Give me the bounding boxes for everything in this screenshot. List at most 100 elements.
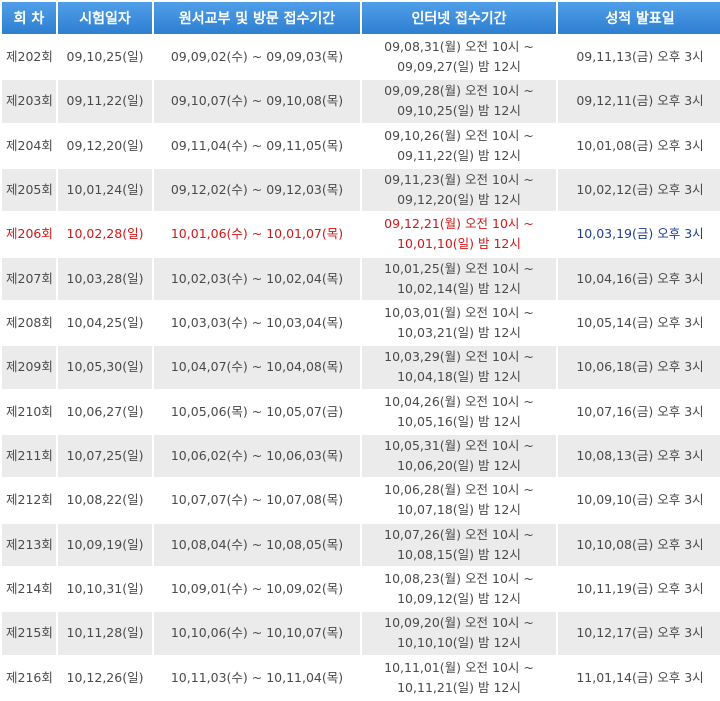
- internet-end-text: 10,08,15(일) 밤 12시: [397, 546, 521, 562]
- exam-date-cell: 09,12,20(일): [58, 124, 152, 167]
- result-date-cell: 10,01,08(금) 오후 3시: [558, 124, 720, 167]
- result-date-cell: 10,04,16(금) 오후 3시: [558, 257, 720, 300]
- visit-period-cell: 10,09,01(수) ~ 10,09,02(목): [154, 567, 360, 611]
- internet-period-cell: 09,08,31(월) 오전 10시 ~ 09,09,27(일) 밤 12시: [362, 36, 556, 79]
- internet-start-text: 10,03,29(월) 오전 10시 ~: [384, 349, 534, 365]
- header-visit-period: 원서교부 및 방문 접수기간: [154, 2, 360, 34]
- result-date-cell: 10,10,08(금) 오후 3시: [558, 523, 720, 566]
- visit-period-cell: 10,06,02(수) ~ 10,06,03(목): [154, 434, 360, 478]
- table-row: 제206회 10,02,28(일) 10,01,06(수) ~ 10,01,07(목…: [2, 213, 720, 256]
- table-header-row: 회 차 시험일자 원서교부 및 방문 접수기간 인터넷 접수기간 성적 발표일: [2, 2, 720, 34]
- internet-start-text: 09,10,26(월) 오전 10시 ~: [384, 127, 534, 143]
- internet-end-text: 10,01,10(일) 밤 12시: [397, 236, 521, 252]
- visit-period-cell: 10,07,07(수) ~ 10,07,08(목): [154, 479, 360, 522]
- exam-date-cell: 10,01,24(일): [58, 168, 152, 212]
- header-internet-period: 인터넷 접수기간: [362, 2, 556, 34]
- internet-end-text: 10,11,21(일) 밤 12시: [397, 679, 521, 695]
- exam-date-cell: 09,10,25(일): [58, 36, 152, 79]
- internet-start-text: 09,11,23(월) 오전 10시 ~: [384, 172, 534, 188]
- round-cell: 제204회: [2, 124, 56, 167]
- round-cell: 제214회: [2, 567, 56, 611]
- internet-end-text: 09,12,20(일) 밤 12시: [397, 192, 521, 208]
- visit-period-cell: 09,12,02(수) ~ 09,12,03(목): [154, 168, 360, 212]
- internet-period-cell: 10,07,26(월) 오전 10시 ~ 10,08,15(일) 밤 12시: [362, 523, 556, 566]
- internet-end-text: 10,03,21(일) 밤 12시: [397, 325, 521, 341]
- internet-period-cell: 10,04,26(월) 오전 10시 ~ 10,05,16(일) 밤 12시: [362, 390, 556, 433]
- visit-period-cell: 09,11,04(수) ~ 09,11,05(목): [154, 124, 360, 167]
- round-cell: 제203회: [2, 80, 56, 123]
- result-date-cell: 10,09,10(금) 오후 3시: [558, 479, 720, 522]
- round-cell: 제207회: [2, 257, 56, 300]
- internet-period-cell: 10,03,29(월) 오전 10시 ~ 10,04,18(일) 밤 12시: [362, 346, 556, 389]
- table-row: 제210회 10,06,27(일) 10,05,06(목) ~ 10,05,07(금…: [2, 390, 720, 433]
- exam-date-cell: 10,12,26(일): [58, 656, 152, 699]
- table-row: 제214회 10,10,31(일) 10,09,01(수) ~ 10,09,02(목…: [2, 567, 720, 611]
- table-row: 제212회 10,08,22(일) 10,07,07(수) ~ 10,07,08(목…: [2, 479, 720, 522]
- table-body: 제202회 09,10,25(일) 09,09,02(수) ~ 09,09,03(목…: [2, 36, 720, 699]
- internet-end-text: 10,09,12(일) 밤 12시: [397, 591, 521, 607]
- table-row: 제211회 10,07,25(일) 10,06,02(수) ~ 10,06,03(목…: [2, 434, 720, 478]
- visit-period-cell: 10,03,03(수) ~ 10,03,04(목): [154, 301, 360, 345]
- internet-start-text: 10,11,01(월) 오전 10시 ~: [384, 659, 534, 675]
- result-date-cell: 10,03,19(금) 오후 3시: [558, 213, 720, 256]
- header-result-date: 성적 발표일: [558, 2, 720, 34]
- visit-period-cell: 10,04,07(수) ~ 10,04,08(목): [154, 346, 360, 389]
- result-date-cell: 10,05,14(금) 오후 3시: [558, 301, 720, 345]
- internet-start-text: 10,07,26(월) 오전 10시 ~: [384, 526, 534, 542]
- table-row: 제203회 09,11,22(일) 09,10,07(수) ~ 09,10,08(목…: [2, 80, 720, 123]
- exam-date-cell: 10,11,28(일): [58, 612, 152, 655]
- table-row: 제215회 10,11,28(일) 10,10,06(수) ~ 10,10,07(목…: [2, 612, 720, 655]
- internet-end-text: 10,05,16(일) 밤 12시: [397, 413, 521, 429]
- round-cell: 제206회: [2, 213, 56, 256]
- result-date-cell: 09,11,13(금) 오후 3시: [558, 36, 720, 79]
- table-row: 제204회 09,12,20(일) 09,11,04(수) ~ 09,11,05(목…: [2, 124, 720, 167]
- internet-end-text: 10,04,18(일) 밤 12시: [397, 369, 521, 385]
- internet-period-cell: 09,12,21(월) 오전 10시 ~ 10,01,10(일) 밤 12시: [362, 213, 556, 256]
- exam-date-cell: 10,03,28(일): [58, 257, 152, 300]
- table-row: 제216회 10,12,26(일) 10,11,03(수) ~ 10,11,04(목…: [2, 656, 720, 699]
- internet-period-cell: 10,06,28(월) 오전 10시 ~ 10,07,18(일) 밤 12시: [362, 479, 556, 522]
- internet-start-text: 10,08,23(월) 오전 10시 ~: [384, 571, 534, 587]
- internet-start-text: 10,01,25(월) 오전 10시 ~: [384, 260, 534, 276]
- round-cell: 제215회: [2, 612, 56, 655]
- round-cell: 제213회: [2, 523, 56, 566]
- table-row: 제205회 10,01,24(일) 09,12,02(수) ~ 09,12,03(목…: [2, 168, 720, 212]
- header-round: 회 차: [2, 2, 56, 34]
- result-date-cell: 10,02,12(금) 오후 3시: [558, 168, 720, 212]
- result-date-cell: 09,12,11(금) 오후 3시: [558, 80, 720, 123]
- internet-start-text: 09,12,21(월) 오전 10시 ~: [384, 216, 534, 232]
- round-cell: 제209회: [2, 346, 56, 389]
- table-row: 제208회 10,04,25(일) 10,03,03(수) ~ 10,03,04(목…: [2, 301, 720, 345]
- visit-period-cell: 10,02,03(수) ~ 10,02,04(목): [154, 257, 360, 300]
- exam-date-cell: 10,08,22(일): [58, 479, 152, 522]
- result-date-cell: 10,07,16(금) 오후 3시: [558, 390, 720, 433]
- result-date-cell: 10,06,18(금) 오후 3시: [558, 346, 720, 389]
- internet-end-text: 10,06,20(일) 밤 12시: [397, 458, 521, 474]
- exam-date-cell: 10,06,27(일): [58, 390, 152, 433]
- visit-period-cell: 10,10,06(수) ~ 10,10,07(목): [154, 612, 360, 655]
- result-date-cell: 10,12,17(금) 오후 3시: [558, 612, 720, 655]
- internet-start-text: 10,06,28(월) 오전 10시 ~: [384, 482, 534, 498]
- table-row: 제202회 09,10,25(일) 09,09,02(수) ~ 09,09,03(목…: [2, 36, 720, 79]
- internet-start-text: 10,03,01(월) 오전 10시 ~: [384, 305, 534, 321]
- internet-start-text: 10,04,26(월) 오전 10시 ~: [384, 393, 534, 409]
- round-cell: 제208회: [2, 301, 56, 345]
- internet-period-cell: 09,11,23(월) 오전 10시 ~ 09,12,20(일) 밤 12시: [362, 168, 556, 212]
- internet-end-text: 10,02,14(일) 밤 12시: [397, 280, 521, 296]
- visit-period-cell: 10,05,06(목) ~ 10,05,07(금): [154, 390, 360, 433]
- exam-date-cell: 10,07,25(일): [58, 434, 152, 478]
- round-cell: 제210회: [2, 390, 56, 433]
- exam-date-cell: 10,04,25(일): [58, 301, 152, 345]
- exam-date-cell: 10,10,31(일): [58, 567, 152, 611]
- table-row: 제213회 10,09,19(일) 10,08,04(수) ~ 10,08,05(목…: [2, 523, 720, 566]
- internet-period-cell: 10,09,20(월) 오전 10시 ~ 10,10,10(일) 밤 12시: [362, 612, 556, 655]
- internet-end-text: 09,09,27(일) 밤 12시: [397, 59, 521, 75]
- internet-period-cell: 09,10,26(월) 오전 10시 ~ 09,11,22(일) 밤 12시: [362, 124, 556, 167]
- internet-end-text: 09,11,22(일) 밤 12시: [397, 147, 521, 163]
- internet-start-text: 09,08,31(월) 오전 10시 ~: [384, 39, 534, 55]
- internet-period-cell: 10,03,01(월) 오전 10시 ~ 10,03,21(일) 밤 12시: [362, 301, 556, 345]
- internet-start-text: 10,09,20(월) 오전 10시 ~: [384, 615, 534, 631]
- header-exam-date: 시험일자: [58, 2, 152, 34]
- visit-period-cell: 10,01,06(수) ~ 10,01,07(목): [154, 213, 360, 256]
